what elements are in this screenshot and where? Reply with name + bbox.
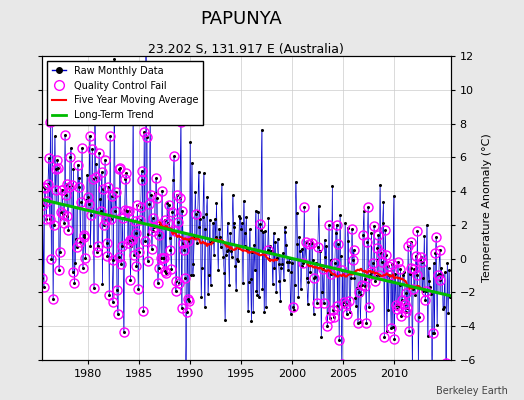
Text: PAPUNYA: PAPUNYA: [200, 10, 282, 28]
Text: Berkeley Earth: Berkeley Earth: [436, 386, 508, 396]
Y-axis label: Temperature Anomaly (°C): Temperature Anomaly (°C): [482, 134, 492, 282]
Legend: Raw Monthly Data, Quality Control Fail, Five Year Moving Average, Long-Term Tren: Raw Monthly Data, Quality Control Fail, …: [47, 61, 203, 125]
Title: 23.202 S, 131.917 E (Australia): 23.202 S, 131.917 E (Australia): [148, 43, 344, 56]
